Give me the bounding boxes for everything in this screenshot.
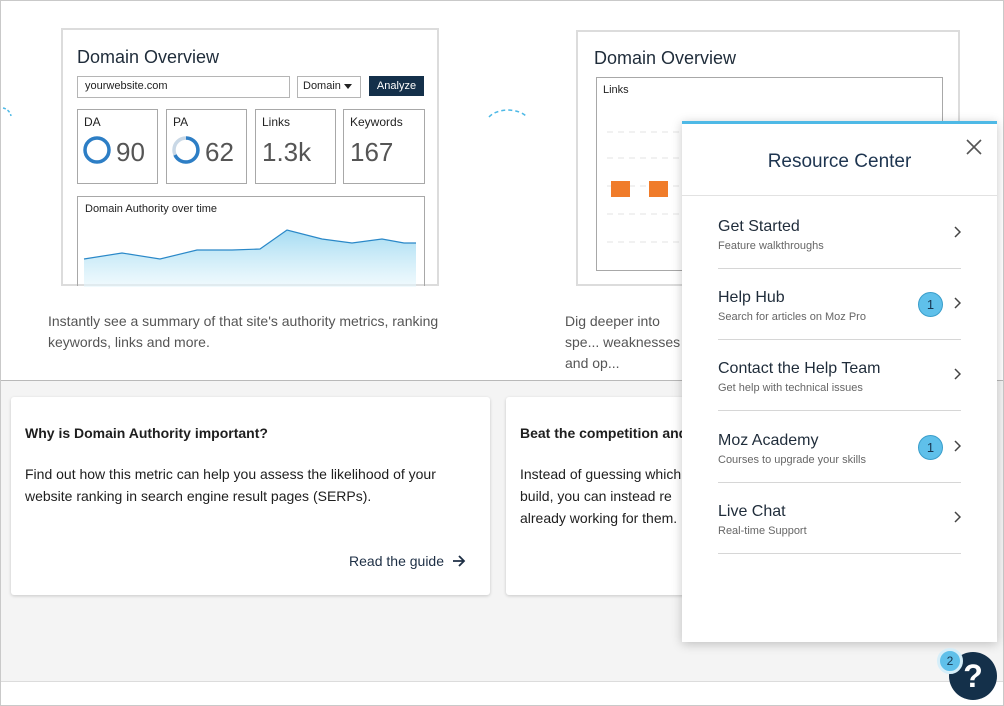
da-line-chart: [83, 229, 416, 287]
metric-value: 90: [116, 137, 145, 167]
da-over-time-chart: Domain Authority over time: [77, 196, 425, 287]
metric-value: 1.3k: [262, 137, 312, 167]
metric-keywords: Keywords 167: [343, 109, 425, 184]
metric-label: Keywords: [350, 115, 403, 129]
rc-item-label: Live Chat: [718, 503, 786, 520]
metric-value: 167: [350, 137, 394, 167]
rc-item-label: Moz Academy: [718, 432, 819, 449]
domain-select[interactable]: Domain: [297, 76, 361, 98]
arrow-right-icon: [453, 555, 466, 567]
card-body: Find out how this metric can help you as…: [25, 466, 436, 504]
rc-item-contact-help-team[interactable]: Contact the Help Team Get help with tech…: [718, 340, 961, 411]
info-card: Beat the competition and Instead of gues…: [506, 397, 706, 595]
notification-badge: 2: [937, 648, 963, 674]
help-launcher-button[interactable]: ?: [949, 652, 997, 700]
rc-item-subtitle: Courses to upgrade your skills: [718, 454, 866, 466]
links-description: Dig deeper into spe... weaknesses and op…: [565, 313, 681, 371]
metric-links: Links 1.3k: [255, 109, 336, 184]
rc-item-subtitle: Real-time Support: [718, 525, 807, 537]
card-title: Why is Domain Authority important?: [25, 425, 268, 441]
rc-item-moz-academy[interactable]: Moz Academy Courses to upgrade your skil…: [718, 412, 961, 483]
card-body: Instead of guessing which to build, you …: [520, 466, 697, 526]
links-label: Links: [603, 84, 629, 96]
rc-item-label: Help Hub: [718, 289, 785, 306]
chevron-right-icon: [954, 297, 961, 309]
rc-item-help-hub[interactable]: Help Hub Search for articles on Moz Pro …: [718, 269, 961, 340]
rc-item-label: Contact the Help Team: [718, 360, 881, 377]
footer-strip: [1, 681, 1003, 705]
rc-item-subtitle: Feature walkthroughs: [718, 240, 824, 252]
chevron-right-icon: [954, 511, 961, 523]
metric-pa: PA 62: [166, 109, 247, 184]
loading-arc-icon: [2, 107, 12, 117]
caret-down-icon: [343, 83, 352, 89]
rc-item-subtitle: Search for articles on Moz Pro: [718, 311, 866, 323]
metric-label: Links: [262, 115, 291, 129]
domain-overview-preview: Domain Overview yourwebsite.com Domain A…: [61, 28, 439, 287]
chart-title: Domain Authority over time: [85, 203, 218, 215]
metric-da: DA 90: [77, 109, 158, 184]
rc-item-label: Get Started: [718, 218, 800, 235]
metric-label: PA: [173, 115, 189, 129]
preview-title: Domain Overview: [594, 48, 737, 68]
info-card: Why is Domain Authority important? Find …: [11, 397, 490, 595]
pa-ring-icon: [172, 136, 200, 164]
rc-item-subtitle: Get help with technical issues: [718, 382, 863, 394]
resource-center-title: Resource Center: [767, 151, 912, 172]
link-label: Read the guide: [349, 553, 444, 569]
notification-badge: 1: [918, 435, 943, 460]
resource-center-panel: Resource Center Get Started Feature walk…: [682, 121, 997, 642]
rc-item-get-started[interactable]: Get Started Feature walkthroughs: [718, 198, 961, 269]
card-title: Beat the competition and: [520, 425, 688, 441]
loading-arc-icon: [488, 109, 528, 118]
close-icon[interactable]: [963, 136, 985, 158]
da-ring-icon: [83, 136, 111, 164]
domain-select-label: Domain: [303, 80, 341, 92]
analyze-button[interactable]: Analyze: [369, 76, 424, 96]
chevron-right-icon: [954, 440, 961, 452]
chevron-right-icon: [954, 226, 961, 238]
metric-label: DA: [84, 115, 101, 129]
overview-description: Instantly see a summary of that site's a…: [48, 313, 439, 350]
metric-value: 62: [205, 137, 234, 167]
read-guide-link[interactable]: Read the guide: [349, 553, 466, 569]
divider: [682, 195, 997, 196]
rc-item-live-chat[interactable]: Live Chat Real-time Support: [718, 483, 961, 554]
url-input[interactable]: yourwebsite.com: [77, 76, 290, 98]
preview-title: Domain Overview: [77, 47, 220, 67]
notification-badge: 1: [918, 292, 943, 317]
chevron-right-icon: [954, 368, 961, 380]
